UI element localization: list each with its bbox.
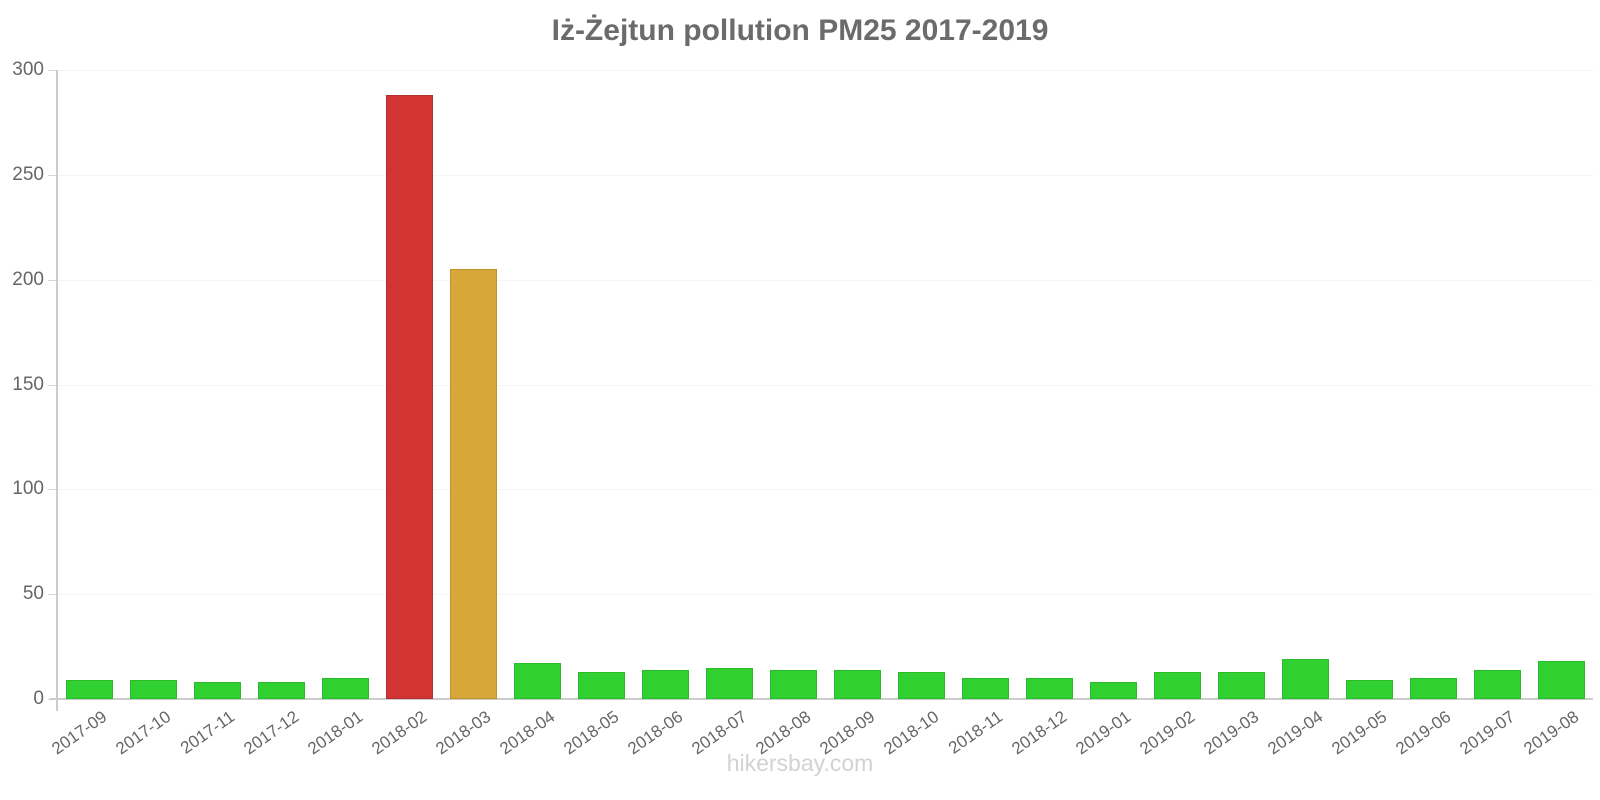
y-tick-100: [48, 489, 57, 491]
y-tick-150: [48, 384, 57, 386]
bar-2019-05[interactable]: [1345, 680, 1393, 699]
y-axis-label-0: 0: [33, 688, 44, 709]
bar-2018-11[interactable]: [961, 678, 1009, 699]
gridline-50: [57, 594, 1593, 596]
watermark-hikersbay: hikersbay.com: [726, 750, 874, 776]
bar-2018-06[interactable]: [641, 669, 689, 699]
bar-2018-02[interactable]: [385, 95, 433, 699]
bar-2018-08[interactable]: [769, 669, 817, 699]
y-tick-250: [48, 174, 57, 176]
bar-2018-07[interactable]: [705, 667, 753, 699]
bar-2018-01[interactable]: [321, 678, 369, 699]
y-axis-label-100: 100: [12, 478, 44, 500]
gridline-250: [57, 174, 1593, 176]
bar-2018-10[interactable]: [897, 671, 945, 699]
y-axis-line: [56, 70, 58, 711]
bar-2018-09[interactable]: [833, 669, 881, 699]
y-tick-200: [48, 279, 57, 281]
bar-2019-07[interactable]: [1473, 669, 1521, 699]
bar-2019-08[interactable]: [1537, 661, 1585, 699]
gridline-200: [57, 279, 1593, 281]
y-axis-label-50: 50: [22, 583, 44, 605]
y-tick-300: [48, 70, 57, 71]
bar-2018-12[interactable]: [1025, 678, 1073, 699]
bar-2019-06[interactable]: [1409, 678, 1457, 699]
bar-2018-04[interactable]: [513, 663, 561, 699]
y-tick-50: [48, 594, 57, 596]
bar-2019-01[interactable]: [1089, 682, 1137, 699]
y-axis-label-250: 250: [12, 163, 44, 185]
bar-2017-10[interactable]: [129, 680, 177, 699]
bar-2018-03[interactable]: [449, 269, 497, 699]
bar-2019-04[interactable]: [1281, 659, 1329, 699]
bar-2019-03[interactable]: [1217, 671, 1265, 699]
x-axis-line: [50, 698, 1593, 700]
bar-2018-05[interactable]: [577, 671, 625, 699]
bar-2017-09[interactable]: [65, 680, 113, 699]
y-axis-label-150: 150: [12, 373, 44, 395]
y-axis-label-300: 300: [12, 59, 44, 80]
bar-2019-02[interactable]: [1153, 671, 1201, 699]
gridline-150: [57, 384, 1593, 386]
chart-title: Iż-Żejtun pollution PM25 2017-2019: [551, 14, 1049, 47]
bar-2017-11[interactable]: [193, 682, 241, 699]
gridline-300: [57, 70, 1593, 71]
gridline-100: [57, 489, 1593, 491]
bar-2017-12[interactable]: [257, 682, 305, 699]
y-axis-label-200: 200: [12, 268, 44, 290]
